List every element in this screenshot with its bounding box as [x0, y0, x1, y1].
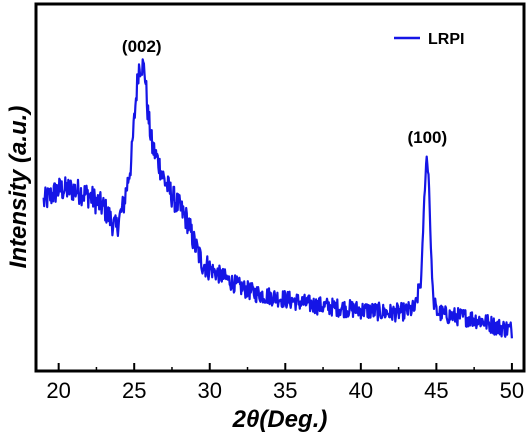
x-tick-label-50: 50	[500, 378, 524, 403]
legend: LRPI	[394, 31, 464, 48]
x-axis-title: 2θ(Deg.)	[232, 406, 328, 433]
plot-frame	[34, 2, 526, 373]
peak-label-002: (002)	[122, 37, 162, 56]
x-tick-label-20: 20	[46, 378, 70, 403]
x-axis-tick-labels: 20 25 30 35 40 45 50	[46, 378, 524, 403]
x-tick-label-45: 45	[424, 378, 448, 403]
y-axis-title: Intensity (a.u.)	[5, 106, 32, 269]
x-tick-label-35: 35	[273, 378, 297, 403]
x-tick-label-30: 30	[198, 378, 222, 403]
x-axis-ticks	[57, 363, 513, 371]
x-tick-label-25: 25	[122, 378, 146, 403]
x-tick-label-40: 40	[349, 378, 373, 403]
legend-label: LRPI	[428, 31, 464, 48]
peak-label-100: (100)	[407, 128, 447, 147]
series-line-lrpi	[42, 58, 513, 339]
